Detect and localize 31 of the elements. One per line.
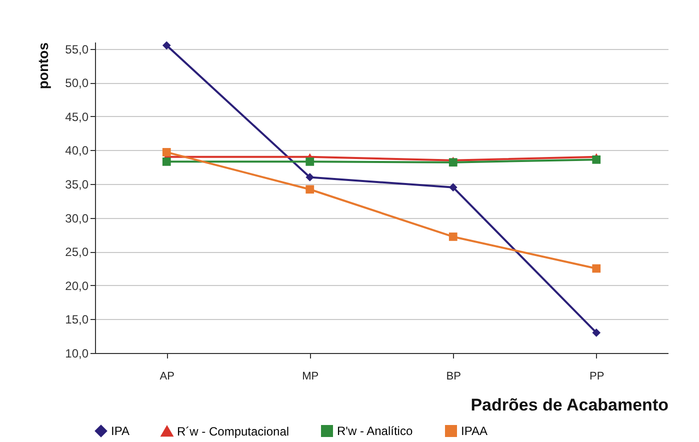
y-tick-label: 40,0 (65, 144, 89, 158)
y-tick-label: 45,0 (65, 110, 89, 124)
point (162, 148, 171, 156)
point (448, 232, 458, 241)
y-tick-label: 15,0 (65, 312, 89, 327)
x-tick-label: MP (302, 370, 319, 382)
y-tick-label: 50,0 (65, 76, 89, 90)
x-tick-label: BP (446, 370, 461, 382)
point (162, 157, 171, 166)
y-tick-label: 30,0 (65, 211, 89, 226)
point (592, 264, 601, 273)
point (592, 328, 601, 337)
point (162, 41, 171, 50)
x-tick-label: PP (590, 370, 604, 382)
y-tick-label: 10,0 (65, 346, 89, 360)
x-axis-title: Padrões de Acabamento (470, 396, 668, 414)
y-tick-label: 20,0 (65, 278, 89, 293)
point (448, 183, 458, 192)
legend-label: IPAA (461, 424, 488, 438)
y-axis-title: pontos (35, 42, 52, 90)
point (306, 185, 314, 194)
legend-label: R'w - Analítico (337, 424, 413, 438)
x-tick-label: AP (160, 370, 174, 382)
legend-label: IPA (111, 424, 130, 438)
legend-label: R´w - Computacional (177, 424, 290, 438)
point (306, 157, 314, 166)
y-tick-label: 55,0 (65, 42, 89, 56)
y-tick-label: 25,0 (65, 245, 89, 260)
y-tick-label: 35,0 (65, 177, 89, 192)
point (448, 158, 458, 167)
point (306, 173, 314, 182)
